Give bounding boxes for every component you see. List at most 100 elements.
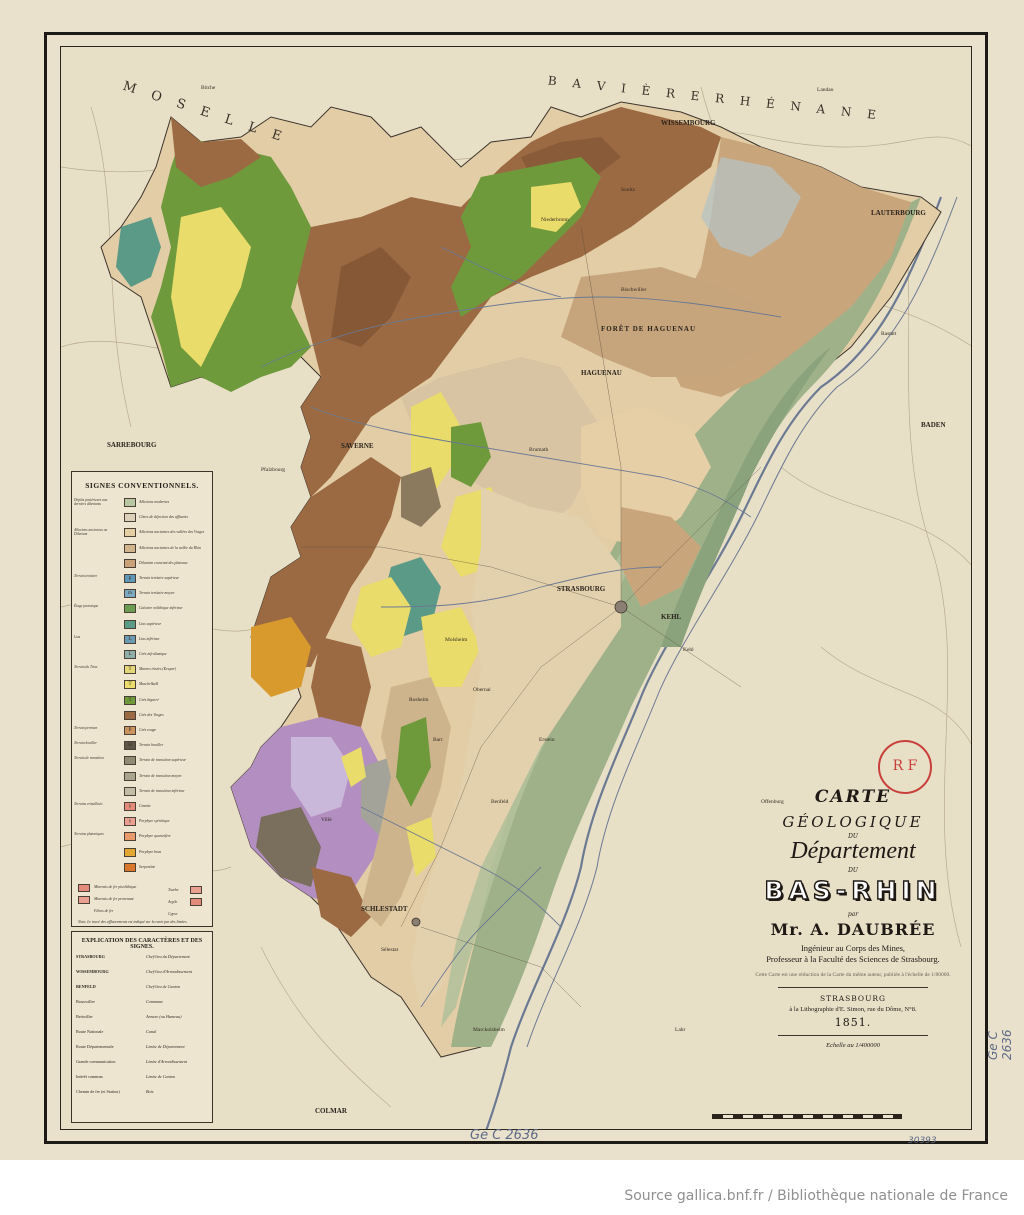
town-label[interactable]: Offenburg	[761, 799, 784, 805]
stamp-rf: R F	[892, 758, 918, 774]
legend-swatch: L	[124, 650, 136, 659]
divider	[778, 1035, 928, 1036]
legend-group-label: Terrain du Trias	[74, 665, 98, 670]
legend-label: Porphyre syénitique	[139, 819, 170, 824]
legend-label: Grès bigarré	[139, 697, 159, 702]
town-label[interactable]: Kehl	[683, 647, 694, 653]
explication-sample: WISSEMBOURG	[76, 969, 109, 974]
title-geologique: GÉOLOGIQUE	[782, 813, 924, 831]
legend-row: Terrain tertiaire p Terrain tertiaire supé…	[74, 574, 210, 584]
legend-row: Terrain de transition inférieur	[74, 786, 210, 797]
legend-row: Terrains cristallisés γ Granite	[74, 802, 210, 812]
legend-swatch: H	[124, 741, 136, 751]
city-label-lauterbourg[interactable]: LAUTERBOURG	[871, 209, 926, 217]
legend-row: Terrain de transition moyen	[74, 771, 210, 782]
explication-sample: Grande communication	[76, 1059, 116, 1064]
legend-label: Porphyre brun	[139, 849, 162, 854]
legend-group-label: Lias	[74, 634, 81, 639]
legend-label: Granite	[139, 804, 151, 808]
town-label[interactable]: Landau	[817, 87, 834, 93]
source-caption[interactable]: Source gallica.bnf.fr / Bibliothèque nat…	[624, 1188, 1008, 1204]
town-label[interactable]: Pfalzbourg	[261, 467, 286, 473]
legend-label: Alluvions anciennes des vallées des Vosg…	[139, 530, 205, 535]
town-label[interactable]: Marckolsheim	[473, 1027, 505, 1033]
legend-note: Argile	[168, 900, 178, 904]
footer: Source gallica.bnf.fr / Bibliothèque nat…	[0, 1160, 1024, 1215]
legend-label: Terrain de transition inférieur	[139, 788, 185, 793]
title-publisher: à la Lithographie d'E. Simon, rue du Dôm…	[789, 1006, 917, 1013]
legend-row: Diluvium couvrant des plateaux	[74, 558, 210, 569]
title-note: Cette Carte est une réduction de la Cart…	[755, 972, 951, 978]
town-label[interactable]: Sélestat	[381, 947, 399, 953]
legend-row: m Terrain tertiaire moyen	[74, 589, 210, 599]
map-area[interactable]: M O S E L L E B A V I È R E R H É N A N …	[60, 46, 972, 1130]
explication-sample: Bettwiller	[76, 1014, 93, 1019]
city-label-schlestadt[interactable]: SCHLESTADT	[361, 905, 408, 913]
city-label-sarrebourg[interactable]: SARREBOURG	[107, 441, 157, 449]
city-label-strasbourg[interactable]: STRASBOURG	[557, 585, 606, 593]
explication-row: Route Nationale Canal	[76, 1029, 210, 1037]
explication-row: Grande communication Limite d'Arrondissem…	[76, 1059, 210, 1067]
vosges-sandstone-north	[291, 107, 721, 497]
handwritten-number: 30393	[908, 1136, 937, 1146]
town-label[interactable]: Bitche	[201, 85, 216, 91]
city-label-wissembourg[interactable]: WISSEMBOURG	[661, 119, 716, 127]
legend-swatch	[124, 756, 136, 766]
legend-row: Alluvions anciennes de la vallée du Rhin	[74, 543, 210, 554]
city-label-colmar[interactable]: COLMAR	[315, 1107, 347, 1115]
town-label[interactable]: Erstein	[539, 737, 555, 743]
legend-swatch: P	[124, 726, 136, 735]
town-label[interactable]: Obernai	[473, 687, 491, 693]
title-carte: CARTE	[814, 787, 892, 807]
legend-group-label: Terrains cristallisés	[74, 802, 103, 806]
legend-row: Terrain de transition Terrain de transiti…	[74, 756, 210, 766]
city-label-kehl[interactable]: KEHL	[661, 613, 682, 621]
town-label[interactable]: Villé	[321, 817, 332, 823]
legend-label: Terrain de transition supérieur	[139, 758, 187, 763]
explication-sample: Bouxwiller	[76, 999, 95, 1004]
legend-label: Terrain tertiaire moyen	[139, 591, 175, 596]
town-label[interactable]: Rosheim	[409, 697, 429, 703]
legend-label: Diluvium couvrant des plateaux	[139, 560, 188, 565]
town-label[interactable]: Barr	[433, 737, 443, 743]
legend-note: Tourbe	[168, 888, 179, 892]
city-label-saverne[interactable]: SAVERNE	[341, 442, 374, 450]
legend-row: Lias supérieur	[74, 619, 210, 630]
title-du: DU	[848, 833, 858, 840]
explication-title: EXPLICATION DES CARACTÈRES ET DES SIGNES…	[81, 938, 203, 950]
town-label[interactable]: Lahr	[675, 1027, 686, 1033]
city-label-haguenau[interactable]: HAGUENAU	[581, 369, 622, 377]
town-label[interactable]: Bischwiller	[621, 287, 647, 293]
legend-label: Grès des Vosges	[139, 712, 164, 717]
geological-map	[61, 86, 971, 1129]
town-label[interactable]: Soultz	[621, 187, 636, 193]
legend-label: Muschelkalk	[139, 682, 159, 687]
rhine-alluvium	[451, 197, 921, 1047]
city-label-baden[interactable]: BADEN	[921, 421, 946, 429]
forest-label: FORÊT DE HAGUENAU	[601, 325, 697, 333]
legend-note: Minerais de fer provenant	[94, 897, 134, 901]
title-par: par	[847, 911, 859, 918]
town-label[interactable]: Benfeld	[491, 799, 509, 805]
town-label[interactable]: Brumath	[529, 447, 549, 453]
legend-swatch: L	[124, 634, 136, 644]
legend-swatch	[124, 832, 136, 842]
legend-label: Calcaire oolithique inférieur	[139, 606, 183, 611]
town-label[interactable]: Rastatt	[881, 331, 897, 337]
town-label[interactable]: Niederbronn	[541, 217, 569, 223]
legend-row: T Grès bigarré	[74, 695, 210, 706]
legend-swatch	[124, 498, 136, 507]
legend-row: Grès des Vosges	[74, 710, 210, 721]
legend-row: Terrain du Trias T Marnes irisées (Keuper)	[74, 665, 210, 675]
legend-swatch	[124, 786, 136, 796]
legend-label: Cônes de déjection des affluents	[139, 515, 188, 520]
legend-note: Gypse	[168, 912, 178, 916]
legend-label: Marnes irisées (Keuper)	[139, 667, 177, 672]
legend-group-label: Terrain tertiaire	[74, 574, 98, 578]
explication-sample: Chemin de fer (et Station)	[76, 1089, 120, 1094]
legend-nota: Nota. Le tracé des affleurements est ind…	[78, 920, 188, 924]
legend-swatch: p	[124, 574, 136, 583]
handwritten-shelfmark: Ge C 2636	[470, 1128, 539, 1143]
town-label[interactable]: Molsheim	[445, 637, 468, 643]
legend-note: Minerais de fer pisolithique	[94, 885, 137, 889]
